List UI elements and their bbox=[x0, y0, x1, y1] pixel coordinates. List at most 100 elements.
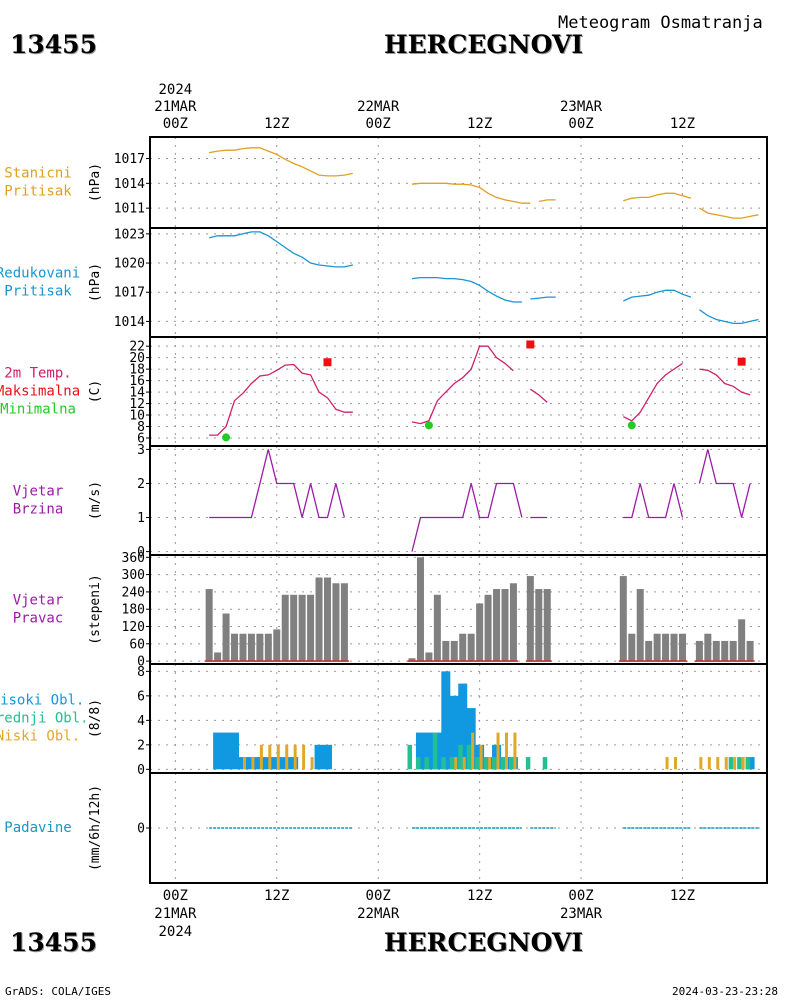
low-cloud-bar bbox=[733, 757, 737, 770]
y-tick-label: 2 bbox=[137, 738, 145, 753]
panel-wind_direction bbox=[146, 554, 768, 665]
max-temp-marker bbox=[526, 340, 535, 349]
y-tick-label: 0 bbox=[137, 822, 145, 837]
y-tick-label: 1 bbox=[137, 511, 145, 526]
wind-direction-bar bbox=[662, 633, 670, 662]
wind-direction-bar bbox=[501, 589, 509, 662]
series-line-temperature bbox=[529, 388, 548, 403]
panel-reduced_pressure bbox=[146, 227, 768, 338]
wind-direction-bar bbox=[408, 658, 416, 662]
y-tick-label: 1011 bbox=[114, 202, 145, 217]
bottom-time-tick-label: 12Z bbox=[264, 888, 289, 904]
series-line-reduced_pressure bbox=[699, 309, 759, 325]
y-tick-label: 18 bbox=[129, 363, 145, 378]
low-cloud-bar bbox=[724, 757, 728, 770]
wind-direction-bar bbox=[670, 633, 678, 662]
top-date-label: 21MAR bbox=[154, 99, 197, 115]
y-unit-label: (stepeni) bbox=[88, 574, 103, 644]
wind-direction-bar bbox=[535, 589, 543, 662]
wind-direction-bar bbox=[264, 633, 272, 662]
y-tick-label: 22 bbox=[129, 340, 145, 355]
y-tick-label: 1017 bbox=[114, 286, 145, 301]
y-tick-label: 3 bbox=[137, 443, 145, 458]
panel-frame bbox=[149, 227, 768, 338]
wind-direction-bar bbox=[222, 613, 230, 662]
series-line-wind_speed bbox=[209, 449, 346, 519]
wind-direction-bar bbox=[307, 594, 315, 662]
wind-direction-bar bbox=[450, 640, 458, 662]
mid-cloud-bar bbox=[508, 757, 514, 770]
min-temp-marker bbox=[627, 421, 636, 430]
mid-cloud-bar bbox=[458, 744, 463, 770]
series-line-pressure bbox=[209, 147, 353, 177]
y-tick-label: 1014 bbox=[114, 315, 145, 330]
low-cloud-bar bbox=[276, 744, 280, 770]
panel-label: Minimalna bbox=[0, 402, 76, 418]
wind-direction-bar bbox=[298, 594, 306, 662]
series-line-temperature bbox=[411, 345, 514, 425]
top-year-label: 2024 bbox=[158, 82, 192, 98]
high-cloud-bar bbox=[458, 683, 468, 770]
meteogram-subtitle: Meteogram Osmatranja bbox=[558, 13, 763, 33]
bottom-date-label: 21MAR bbox=[154, 906, 197, 922]
station-id-top: 13455 bbox=[10, 30, 97, 59]
wind-direction-bar bbox=[214, 652, 222, 662]
high-cloud-bar bbox=[424, 732, 434, 770]
y-tick-label: 120 bbox=[122, 620, 145, 635]
max-temp-marker bbox=[737, 357, 746, 366]
mid-cloud-bar bbox=[483, 757, 489, 770]
series-line-pressure bbox=[538, 199, 556, 203]
wind-direction-bar bbox=[476, 603, 484, 662]
wind-direction-bar bbox=[416, 557, 424, 662]
wind-direction-bar bbox=[273, 629, 281, 662]
panel-label: Stanicni bbox=[4, 166, 71, 182]
series-line-reduced_pressure bbox=[623, 289, 692, 302]
low-cloud-bar bbox=[259, 744, 263, 770]
station-name-bottom: HERCEGNOVI bbox=[384, 928, 584, 957]
panel-precip bbox=[146, 772, 768, 884]
panel-label: Maksimalna bbox=[0, 384, 80, 400]
mid-cloud-bar bbox=[728, 757, 734, 770]
wind-direction-bar bbox=[340, 583, 348, 662]
low-cloud-bar bbox=[707, 757, 711, 770]
wind-direction-bar bbox=[619, 576, 627, 662]
panel-label: Pravac bbox=[13, 611, 64, 627]
top-time-tick-label: 00Z bbox=[163, 116, 188, 132]
bottom-time-tick-label: 12Z bbox=[670, 888, 695, 904]
y-tick-label: 14 bbox=[129, 386, 145, 401]
low-cloud-bar bbox=[665, 757, 669, 770]
wind-direction-bar bbox=[729, 640, 737, 662]
y-tick-label: 6 bbox=[137, 431, 145, 446]
y-tick-label: 0 bbox=[137, 655, 145, 670]
bottom-time-tick-label: 00Z bbox=[163, 888, 188, 904]
top-time-tick-label: 12Z bbox=[264, 116, 289, 132]
y-unit-label: (mm/6h/12h) bbox=[88, 785, 103, 871]
low-cloud-bar bbox=[310, 757, 314, 770]
y-unit-label: (C) bbox=[88, 380, 103, 403]
panel-label: Srednji Obl. bbox=[0, 711, 89, 727]
mid-cloud-bar bbox=[407, 744, 413, 770]
bottom-date-label: 23MAR bbox=[560, 906, 603, 922]
top-date-label: 23MAR bbox=[560, 99, 603, 115]
y-unit-label: (hPa) bbox=[88, 163, 103, 202]
wind-direction-bar bbox=[231, 633, 239, 662]
wind-direction-bar bbox=[467, 633, 475, 662]
high-cloud-bar bbox=[213, 732, 223, 770]
min-temp-marker bbox=[424, 421, 433, 430]
wind-direction-bar bbox=[315, 577, 323, 662]
y-tick-label: 10 bbox=[129, 409, 145, 424]
footer-source: GrADS: COLA/IGES bbox=[5, 985, 111, 998]
low-cloud-bar bbox=[462, 757, 466, 770]
y-unit-label: (hPa) bbox=[88, 263, 103, 302]
series-line-temperature bbox=[623, 362, 683, 422]
panel-frame bbox=[149, 336, 768, 447]
wind-direction-bar bbox=[645, 640, 653, 662]
series-line-reduced_pressure bbox=[411, 276, 522, 303]
series-line-pressure bbox=[411, 182, 531, 204]
mid-cloud-bar bbox=[745, 757, 751, 770]
panel-wind_speed bbox=[146, 445, 768, 556]
wind-direction-bar bbox=[332, 583, 340, 662]
low-cloud-bar bbox=[285, 744, 289, 770]
panel-label: Redukovani bbox=[0, 266, 80, 282]
mid-cloud-bar bbox=[441, 757, 446, 770]
